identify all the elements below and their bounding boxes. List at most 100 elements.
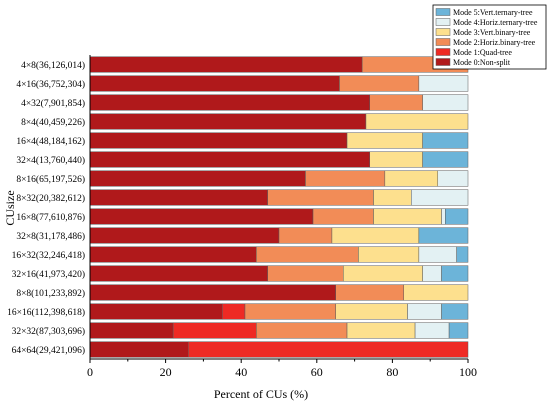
bar-segment	[346, 322, 416, 339]
category-label: 16×32(32,246,418)	[12, 250, 85, 261]
legend-label: Mode 3:Vert.binary-tree	[453, 28, 531, 37]
bar-segment	[414, 322, 450, 339]
bar-segment	[267, 265, 344, 282]
legend-swatch	[435, 18, 451, 26]
bar-segment	[437, 170, 469, 187]
bar-segment	[335, 303, 408, 320]
bar-segment	[422, 151, 469, 168]
bar-segment	[369, 151, 423, 168]
bar-segment	[89, 75, 340, 92]
bar-segment	[89, 151, 370, 168]
category-label: 8×16(65,197,526)	[16, 174, 85, 185]
category-label: 32×8(31,178,486)	[16, 231, 85, 242]
category-label: 4×16(36,752,304)	[16, 79, 85, 90]
x-tick-label: 100	[459, 365, 477, 379]
bar-segment	[418, 227, 469, 244]
x-tick-label: 0	[87, 365, 93, 379]
category-label: 16×8(77,610,876)	[16, 212, 85, 223]
bar-segment	[456, 246, 469, 263]
bar-segment	[172, 322, 257, 339]
bar-segment	[422, 265, 442, 282]
bar-segment	[89, 341, 189, 358]
category-label: 16×4(48,184,162)	[16, 136, 85, 147]
bar-segment	[305, 170, 386, 187]
category-labels: 4×8(36,126,014) 4×16(36,752,304) 4×32(7,90…	[7, 60, 85, 356]
bar-segment	[89, 227, 280, 244]
legend-label: Mode 0:Non-split	[453, 58, 511, 67]
category-label: 64×64(29,421,096)	[12, 345, 85, 356]
bar-segment	[441, 303, 469, 320]
x-tick-label: 60	[311, 365, 323, 379]
category-label: 32×4(13,760,440)	[16, 155, 85, 166]
bar-segment	[418, 246, 457, 263]
x-tick-labels: 0 20 40 60 80 100	[87, 359, 477, 379]
bar-segment	[365, 113, 469, 130]
category-label: 8×32(20,382,612)	[16, 193, 85, 204]
legend-swatch	[435, 28, 451, 36]
legend-label: Mode 1:Quad-tree	[453, 48, 512, 57]
bar-segment	[89, 132, 348, 149]
bar-segment	[89, 303, 223, 320]
bar-segment	[89, 322, 174, 339]
category-label: 4×32(7,901,854)	[21, 98, 85, 109]
bar-segment	[89, 208, 314, 225]
category-label: 8×8(101,233,892)	[16, 288, 85, 299]
bar-segment	[445, 208, 469, 225]
bar-segment	[441, 208, 446, 225]
bar-segment	[403, 284, 469, 301]
bar-segment	[411, 189, 469, 206]
bar-segment	[384, 170, 439, 187]
legend-label: Mode 4:Horiz.ternary-tree	[453, 18, 538, 27]
legend-box	[432, 4, 547, 70]
bar-segment	[335, 284, 404, 301]
bar-segment	[222, 303, 246, 320]
bar-segment	[448, 322, 469, 339]
bar-segment	[441, 265, 469, 282]
bar-segment	[373, 208, 442, 225]
bar-segment	[358, 246, 420, 263]
bar-segment	[267, 189, 374, 206]
bar-segment	[89, 246, 257, 263]
bar-segment	[256, 246, 359, 263]
category-label: 32×16(41,973,420)	[12, 269, 85, 280]
bar-segment	[407, 303, 442, 320]
legend-label: Mode 5:Vert.ternary-tree	[453, 8, 533, 17]
bar-segment	[278, 227, 333, 244]
bars-layer	[89, 56, 469, 358]
bar-segment	[422, 94, 469, 111]
bar-segment	[89, 265, 268, 282]
bar-segment	[89, 94, 370, 111]
bar-segment	[89, 170, 306, 187]
bar-segment	[89, 189, 268, 206]
x-axis-title: Percent of CUs (%)	[214, 387, 308, 401]
bar-segment	[422, 132, 469, 149]
bar-segment	[343, 265, 423, 282]
x-tick-label: 40	[235, 365, 247, 379]
bar-segment	[312, 208, 374, 225]
legend-swatch	[435, 8, 451, 16]
legend-swatch	[435, 38, 451, 46]
bar-segment	[188, 341, 469, 358]
bar-segment	[244, 303, 336, 320]
legend-swatch	[435, 58, 451, 66]
bar-segment	[256, 322, 348, 339]
x-tick-label: 80	[386, 365, 398, 379]
category-label: 8×4(40,459,226)	[21, 117, 85, 128]
bar-segment	[369, 94, 423, 111]
bar-segment	[373, 189, 412, 206]
bar-segment	[89, 113, 367, 130]
legend-swatch	[435, 48, 451, 56]
bar-segment	[331, 227, 420, 244]
bar-segment	[346, 132, 423, 149]
category-label: 32×32(87,303,696)	[12, 326, 85, 337]
bar-segment	[89, 284, 336, 301]
category-label: 16×16(112,398,618)	[7, 307, 85, 318]
x-tick-label: 20	[160, 365, 172, 379]
y-axis-title: CUsize	[3, 190, 17, 225]
bar-segment	[89, 56, 363, 73]
bar-segment	[339, 75, 420, 92]
legend-label: Mode 2:Horiz.binary-tree	[453, 38, 536, 47]
category-label: 4×8(36,126,014)	[21, 60, 85, 71]
